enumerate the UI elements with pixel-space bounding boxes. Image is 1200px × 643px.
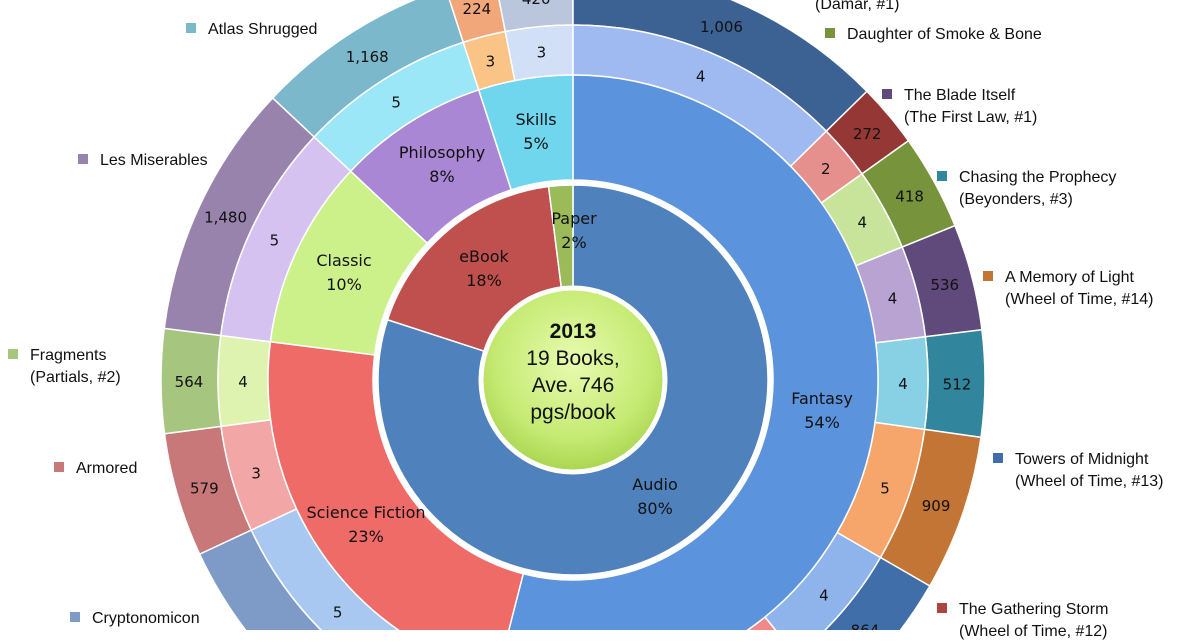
rating-label: 4 xyxy=(888,289,898,307)
format-percent: 2% xyxy=(561,233,586,252)
genre-percent: 5% xyxy=(523,134,548,153)
format-label: Audio xyxy=(632,475,677,494)
format-percent: 18% xyxy=(466,271,502,290)
legend-swatch-icon xyxy=(937,603,947,613)
pages-label: 224 xyxy=(463,0,492,18)
format-label: Paper xyxy=(551,209,597,228)
center-label: 2013 19 Books, Ave. 746 pgs/book xyxy=(493,318,653,426)
genre-label: Classic xyxy=(316,251,371,270)
legend-sublabel: (The First Law, #1) xyxy=(904,109,1038,126)
pages-label: 909 xyxy=(922,497,951,515)
legend-sublabel: (Wheel of Time, #13) xyxy=(1015,473,1164,490)
pages-label: 1,168 xyxy=(346,48,389,66)
rating-label: 3 xyxy=(251,464,261,482)
chart-canvas: Audio 80% eBook 18% Paper 2% Fantasy 54% Science… xyxy=(160,0,986,643)
legend-swatch-icon xyxy=(993,453,1003,463)
legend-label: Chasing the Prophecy xyxy=(959,169,1117,186)
legend-swatch-icon xyxy=(825,28,835,38)
pages-label: 1,006 xyxy=(700,18,743,36)
legend-label: Armored xyxy=(76,460,138,477)
format-label: eBook xyxy=(459,247,509,266)
legend-label: The Gathering Storm xyxy=(959,601,1109,618)
genre-slice-fantasy xyxy=(504,74,879,643)
pages-label: 564 xyxy=(175,373,204,391)
rating-label: 4 xyxy=(819,586,829,604)
legend-swatch-icon xyxy=(54,462,64,472)
legend-swatch-icon xyxy=(882,89,892,99)
center-circle xyxy=(478,285,668,475)
pages-label: 420 xyxy=(522,0,551,8)
legend-label: Daughter of Smoke & Bone xyxy=(847,26,1042,43)
legend-label: Fragments xyxy=(30,347,107,364)
genre-slice-skills xyxy=(477,74,574,191)
legend-item: A Memory of Light (Wheel of Time, #14) xyxy=(983,267,1154,311)
legend-item: Les Miserables xyxy=(78,150,208,172)
format-percent: 80% xyxy=(637,499,673,518)
legend-label: A Memory of Light xyxy=(1005,269,1134,286)
legend-sublabel: (Wheel of Time, #12) xyxy=(959,623,1108,640)
genre-label: Skills xyxy=(515,110,556,129)
rating-label: 3 xyxy=(537,44,547,62)
legend-swatch-icon xyxy=(8,349,18,359)
genre-label: Science Fiction xyxy=(306,503,425,522)
legend-item: The Blade Itself (The First Law, #1) xyxy=(882,85,1037,129)
genre-percent: 8% xyxy=(429,167,454,186)
legend-item: (Damar, #1) xyxy=(815,0,899,16)
center-books: 19 Books, xyxy=(526,347,620,370)
genre-label: Fantasy xyxy=(791,389,853,408)
rating-label: 4 xyxy=(696,68,706,86)
pages-label: 418 xyxy=(895,187,924,205)
pages-label: 272 xyxy=(853,125,882,143)
legend-swatch-icon xyxy=(186,23,196,33)
legend-swatch-icon xyxy=(937,171,947,181)
rating-label: 5 xyxy=(391,93,401,111)
legend-item: Armored xyxy=(54,458,137,480)
legend-label: Towers of Midnight xyxy=(1015,451,1149,468)
rating-label: 4 xyxy=(858,213,868,231)
legend-item: Atlas Shrugged xyxy=(186,19,317,41)
rating-label: 4 xyxy=(898,375,908,393)
legend-swatch-icon xyxy=(70,612,80,622)
pages-label: 536 xyxy=(930,276,959,294)
pages-label: 512 xyxy=(943,375,972,393)
legend-label: The Blade Itself xyxy=(904,87,1016,104)
pages-ring xyxy=(160,0,986,643)
pages-label: 579 xyxy=(190,479,219,497)
legend-sublabel: (Wheel of Time, #14) xyxy=(1005,291,1154,308)
legend-label: Atlas Shrugged xyxy=(208,21,318,38)
rating-label: 5 xyxy=(880,479,890,497)
legend-sublabel: (Partials, #2) xyxy=(30,369,121,386)
legend-label: Cryptonomicon xyxy=(92,610,200,627)
rating-label: 3 xyxy=(486,53,496,71)
legend-item: The Gathering Storm (Wheel of Time, #12) xyxy=(937,599,1108,643)
legend-sublabel: (Beyonders, #3) xyxy=(959,191,1073,208)
genre-label: Philosophy xyxy=(399,143,485,162)
genre-percent: 54% xyxy=(804,413,840,432)
center-average: Ave. 746 xyxy=(531,374,615,397)
rating-label: 5 xyxy=(270,231,280,249)
center-year: 2013 xyxy=(549,320,597,343)
rating-label: 4 xyxy=(238,373,248,391)
center-unit: pgs/book xyxy=(530,401,616,424)
genre-ring xyxy=(267,74,879,643)
rating-label: 2 xyxy=(821,160,831,178)
rating-label: 5 xyxy=(333,603,343,621)
legend-label: Les Miserables xyxy=(100,152,208,169)
pages-label: 864 xyxy=(851,621,880,630)
genre-percent: 23% xyxy=(348,527,384,546)
legend-sublabel: (Damar, #1) xyxy=(815,0,900,13)
sunburst-chart: Audio 80% eBook 18% Paper 2% Fantasy 54% Science… xyxy=(8,0,1164,643)
pages-label: 1,480 xyxy=(204,209,247,227)
legend-item: Towers of Midnight (Wheel of Time, #13) xyxy=(993,449,1164,493)
genre-slice-science-fiction xyxy=(267,340,525,643)
genre-percent: 10% xyxy=(326,275,362,294)
legend-swatch-icon xyxy=(78,154,88,164)
legend-item: Fragments (Partials, #2) xyxy=(8,345,121,389)
legend-swatch-icon xyxy=(983,271,993,281)
legend-item: Cryptonomicon xyxy=(70,608,200,630)
legend-item: Daughter of Smoke & Bone xyxy=(825,24,1042,46)
legend-item: Chasing the Prophecy (Beyonders, #3) xyxy=(937,167,1116,211)
